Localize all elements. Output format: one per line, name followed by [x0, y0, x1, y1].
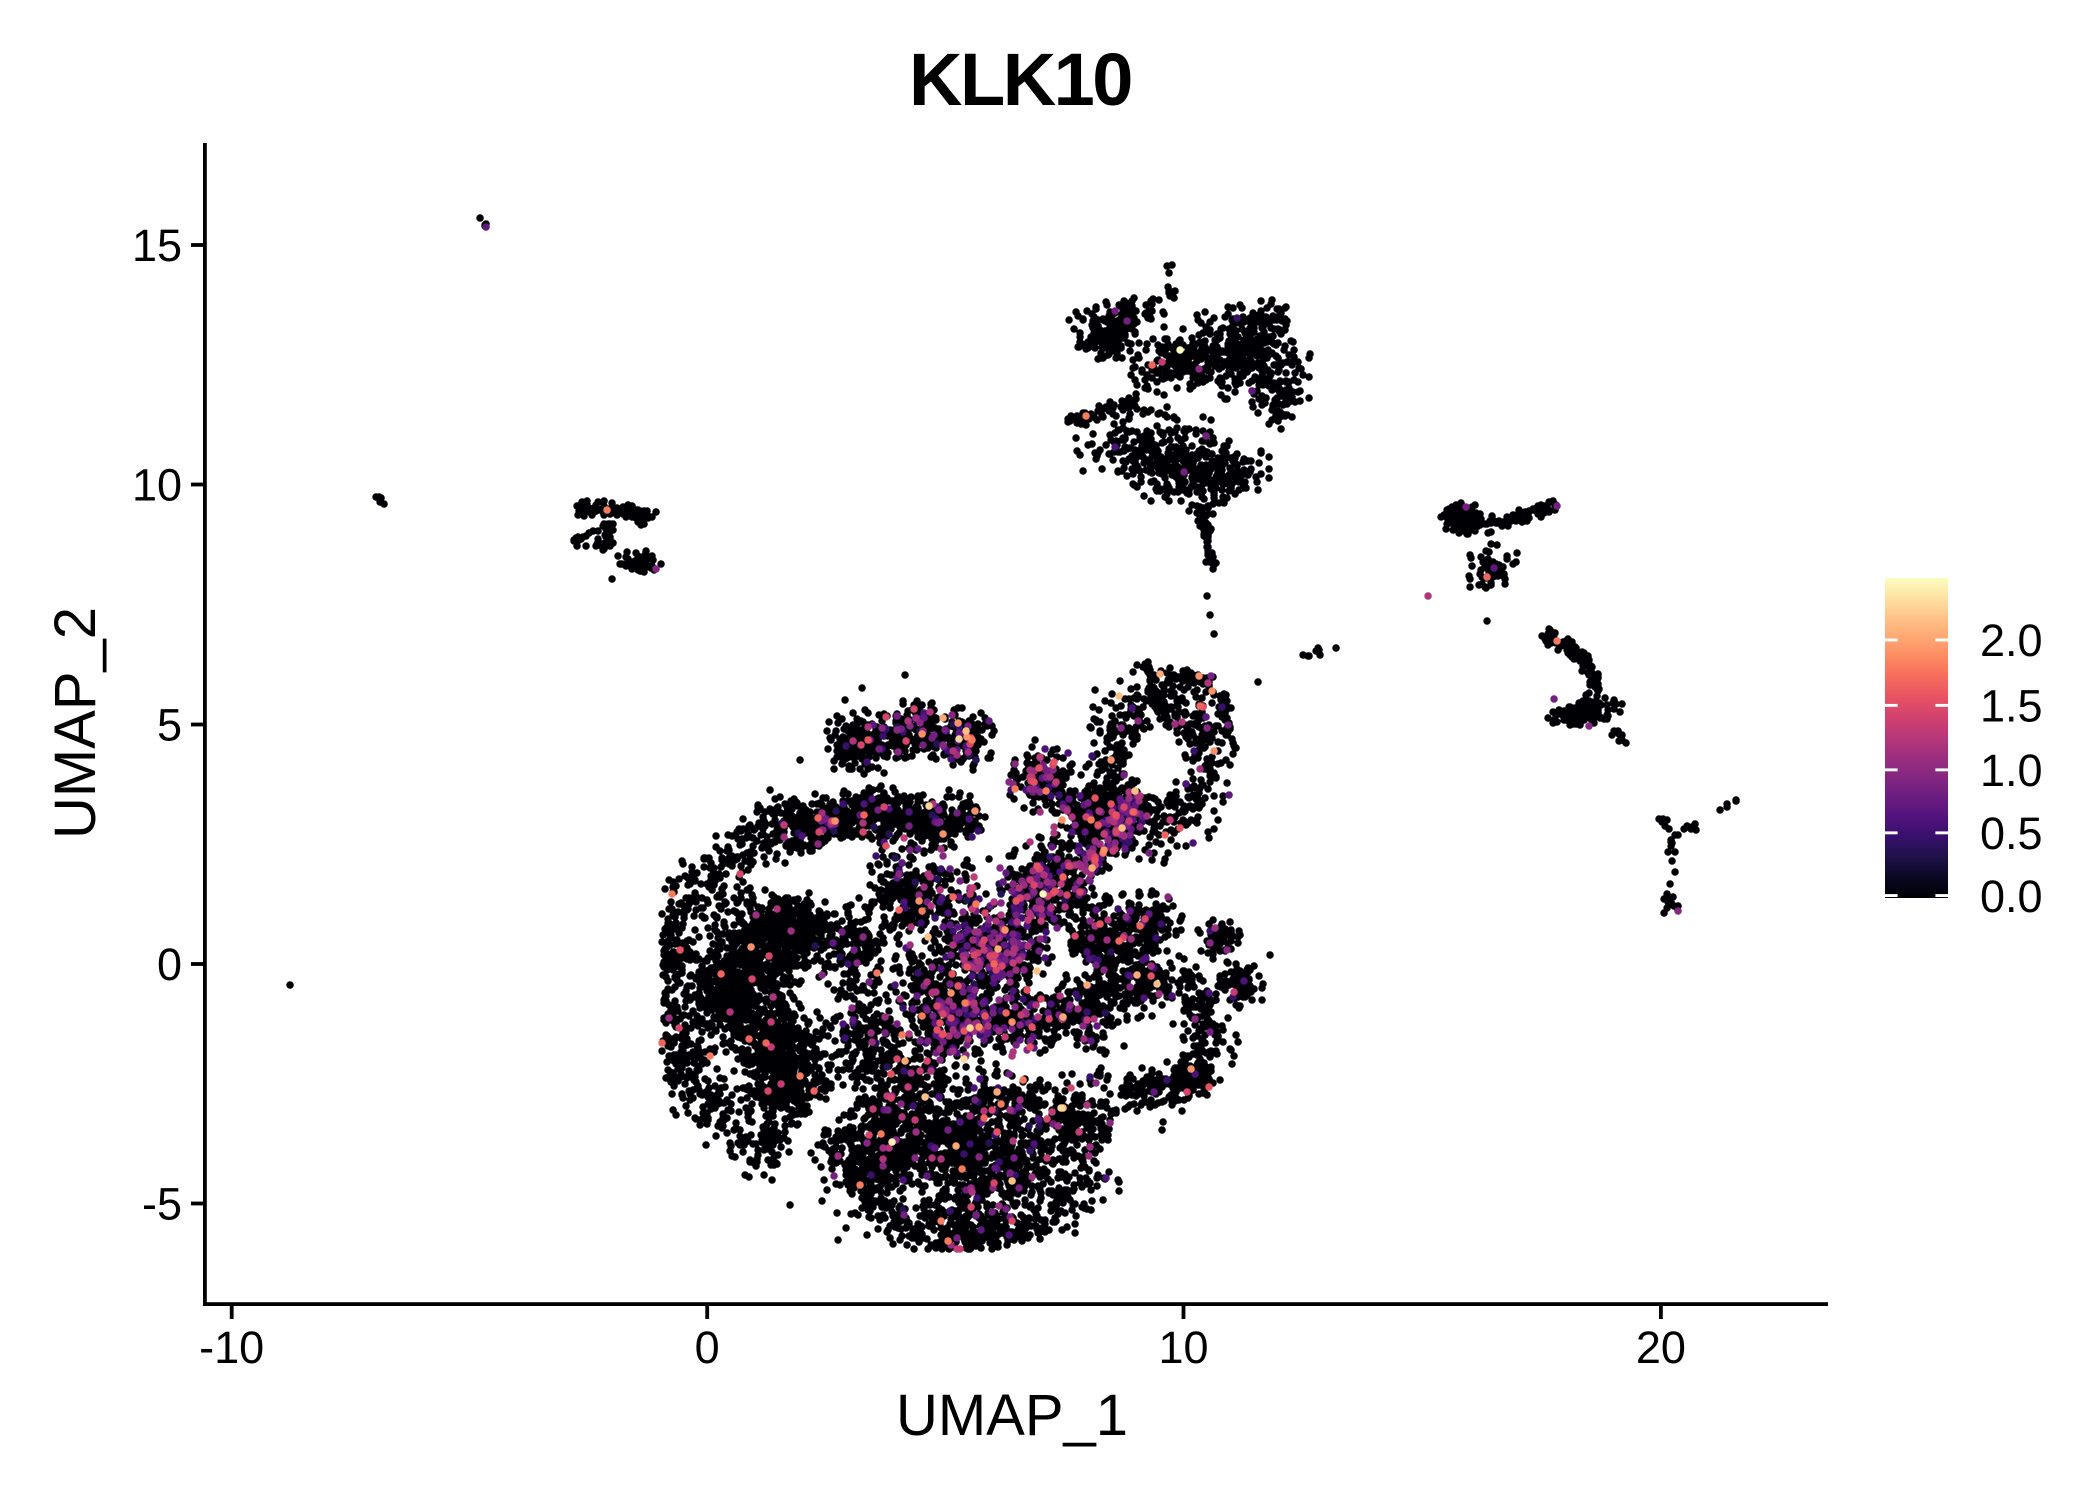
- svg-text:10: 10: [132, 460, 182, 511]
- svg-text:1.5: 1.5: [1980, 681, 2043, 732]
- svg-text:UMAP_1: UMAP_1: [896, 1383, 1128, 1448]
- svg-text:KLK10: KLK10: [909, 38, 1131, 121]
- svg-text:1.0: 1.0: [1980, 745, 2043, 796]
- svg-text:0: 0: [695, 1322, 720, 1373]
- svg-text:15: 15: [132, 220, 182, 271]
- svg-text:-10: -10: [199, 1322, 264, 1373]
- svg-text:0.0: 0.0: [1980, 871, 2043, 922]
- svg-text:10: 10: [1158, 1322, 1208, 1373]
- svg-text:-5: -5: [142, 1179, 182, 1230]
- svg-text:0: 0: [157, 939, 182, 990]
- svg-text:UMAP_2: UMAP_2: [43, 607, 108, 839]
- svg-text:0.5: 0.5: [1980, 808, 2043, 859]
- svg-text:20: 20: [1636, 1322, 1686, 1373]
- svg-text:2.0: 2.0: [1980, 615, 2043, 666]
- svg-text:5: 5: [157, 700, 182, 751]
